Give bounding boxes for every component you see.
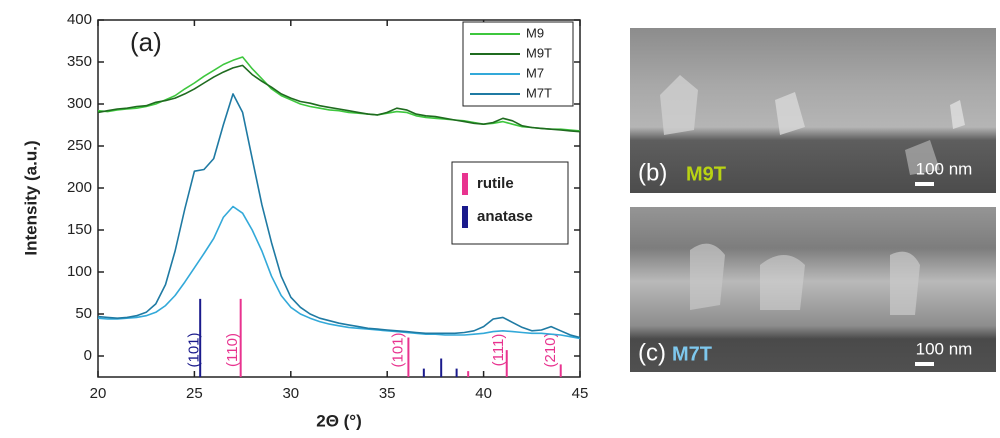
plot-frame xyxy=(97,19,581,378)
sem-image-c: (c) M7T 100 nm xyxy=(630,207,996,372)
legend-label: rutile xyxy=(477,175,514,192)
x-tick-label: 45 xyxy=(572,385,589,402)
legend-label: M9T xyxy=(526,45,552,60)
y-tick-label: 300 xyxy=(67,95,92,112)
y-tick-label: 0 xyxy=(84,347,92,364)
legend-label: M9 xyxy=(526,25,544,40)
y-tick-label: 250 xyxy=(67,137,92,154)
y-tick-label: 100 xyxy=(67,263,92,280)
y-tick-label: 150 xyxy=(67,221,92,238)
legend-box xyxy=(462,21,574,107)
legend-label: M7T xyxy=(526,85,552,100)
scale-bar-label: 100 nm xyxy=(916,339,973,358)
x-tick-label: 25 xyxy=(186,385,203,402)
y-tick-label: 350 xyxy=(67,53,92,70)
panel-label: (c) xyxy=(638,339,666,366)
y-tick-label: 50 xyxy=(75,305,92,322)
data-line xyxy=(97,93,581,339)
x-tick-label: 40 xyxy=(475,385,492,402)
y-tick-label: 200 xyxy=(67,179,92,196)
legend-label: anatase xyxy=(477,208,533,225)
peak-label: (101) xyxy=(185,332,202,367)
data-line xyxy=(97,56,581,132)
x-tick-label: 20 xyxy=(90,385,107,402)
sample-label: M7T xyxy=(672,343,712,365)
legend-label: M7 xyxy=(526,65,544,80)
legend-box xyxy=(451,161,569,245)
x-axis-title: 2Θ (°) xyxy=(316,411,362,430)
scale-bar-label: 100 nm xyxy=(916,159,973,178)
peak-label: (210) xyxy=(542,332,559,367)
sem-image-b: (b) M9T 100 nm xyxy=(630,28,996,193)
panel-label: (b) xyxy=(638,159,667,186)
x-tick-label: 30 xyxy=(282,385,299,402)
peak-label: (111) xyxy=(490,334,507,367)
sample-label: M9T xyxy=(686,163,726,185)
data-line xyxy=(97,64,581,133)
peak-label: (101) xyxy=(390,332,407,367)
y-axis-title: Intensity (a.u.) xyxy=(21,140,40,255)
y-tick-label: 400 xyxy=(67,11,92,28)
x-tick-label: 35 xyxy=(379,385,396,402)
data-line xyxy=(97,205,581,340)
legend-swatch xyxy=(462,173,468,195)
legend-swatch xyxy=(462,206,468,228)
peak-label: (110) xyxy=(224,333,241,367)
panel-label: (a) xyxy=(130,27,162,57)
